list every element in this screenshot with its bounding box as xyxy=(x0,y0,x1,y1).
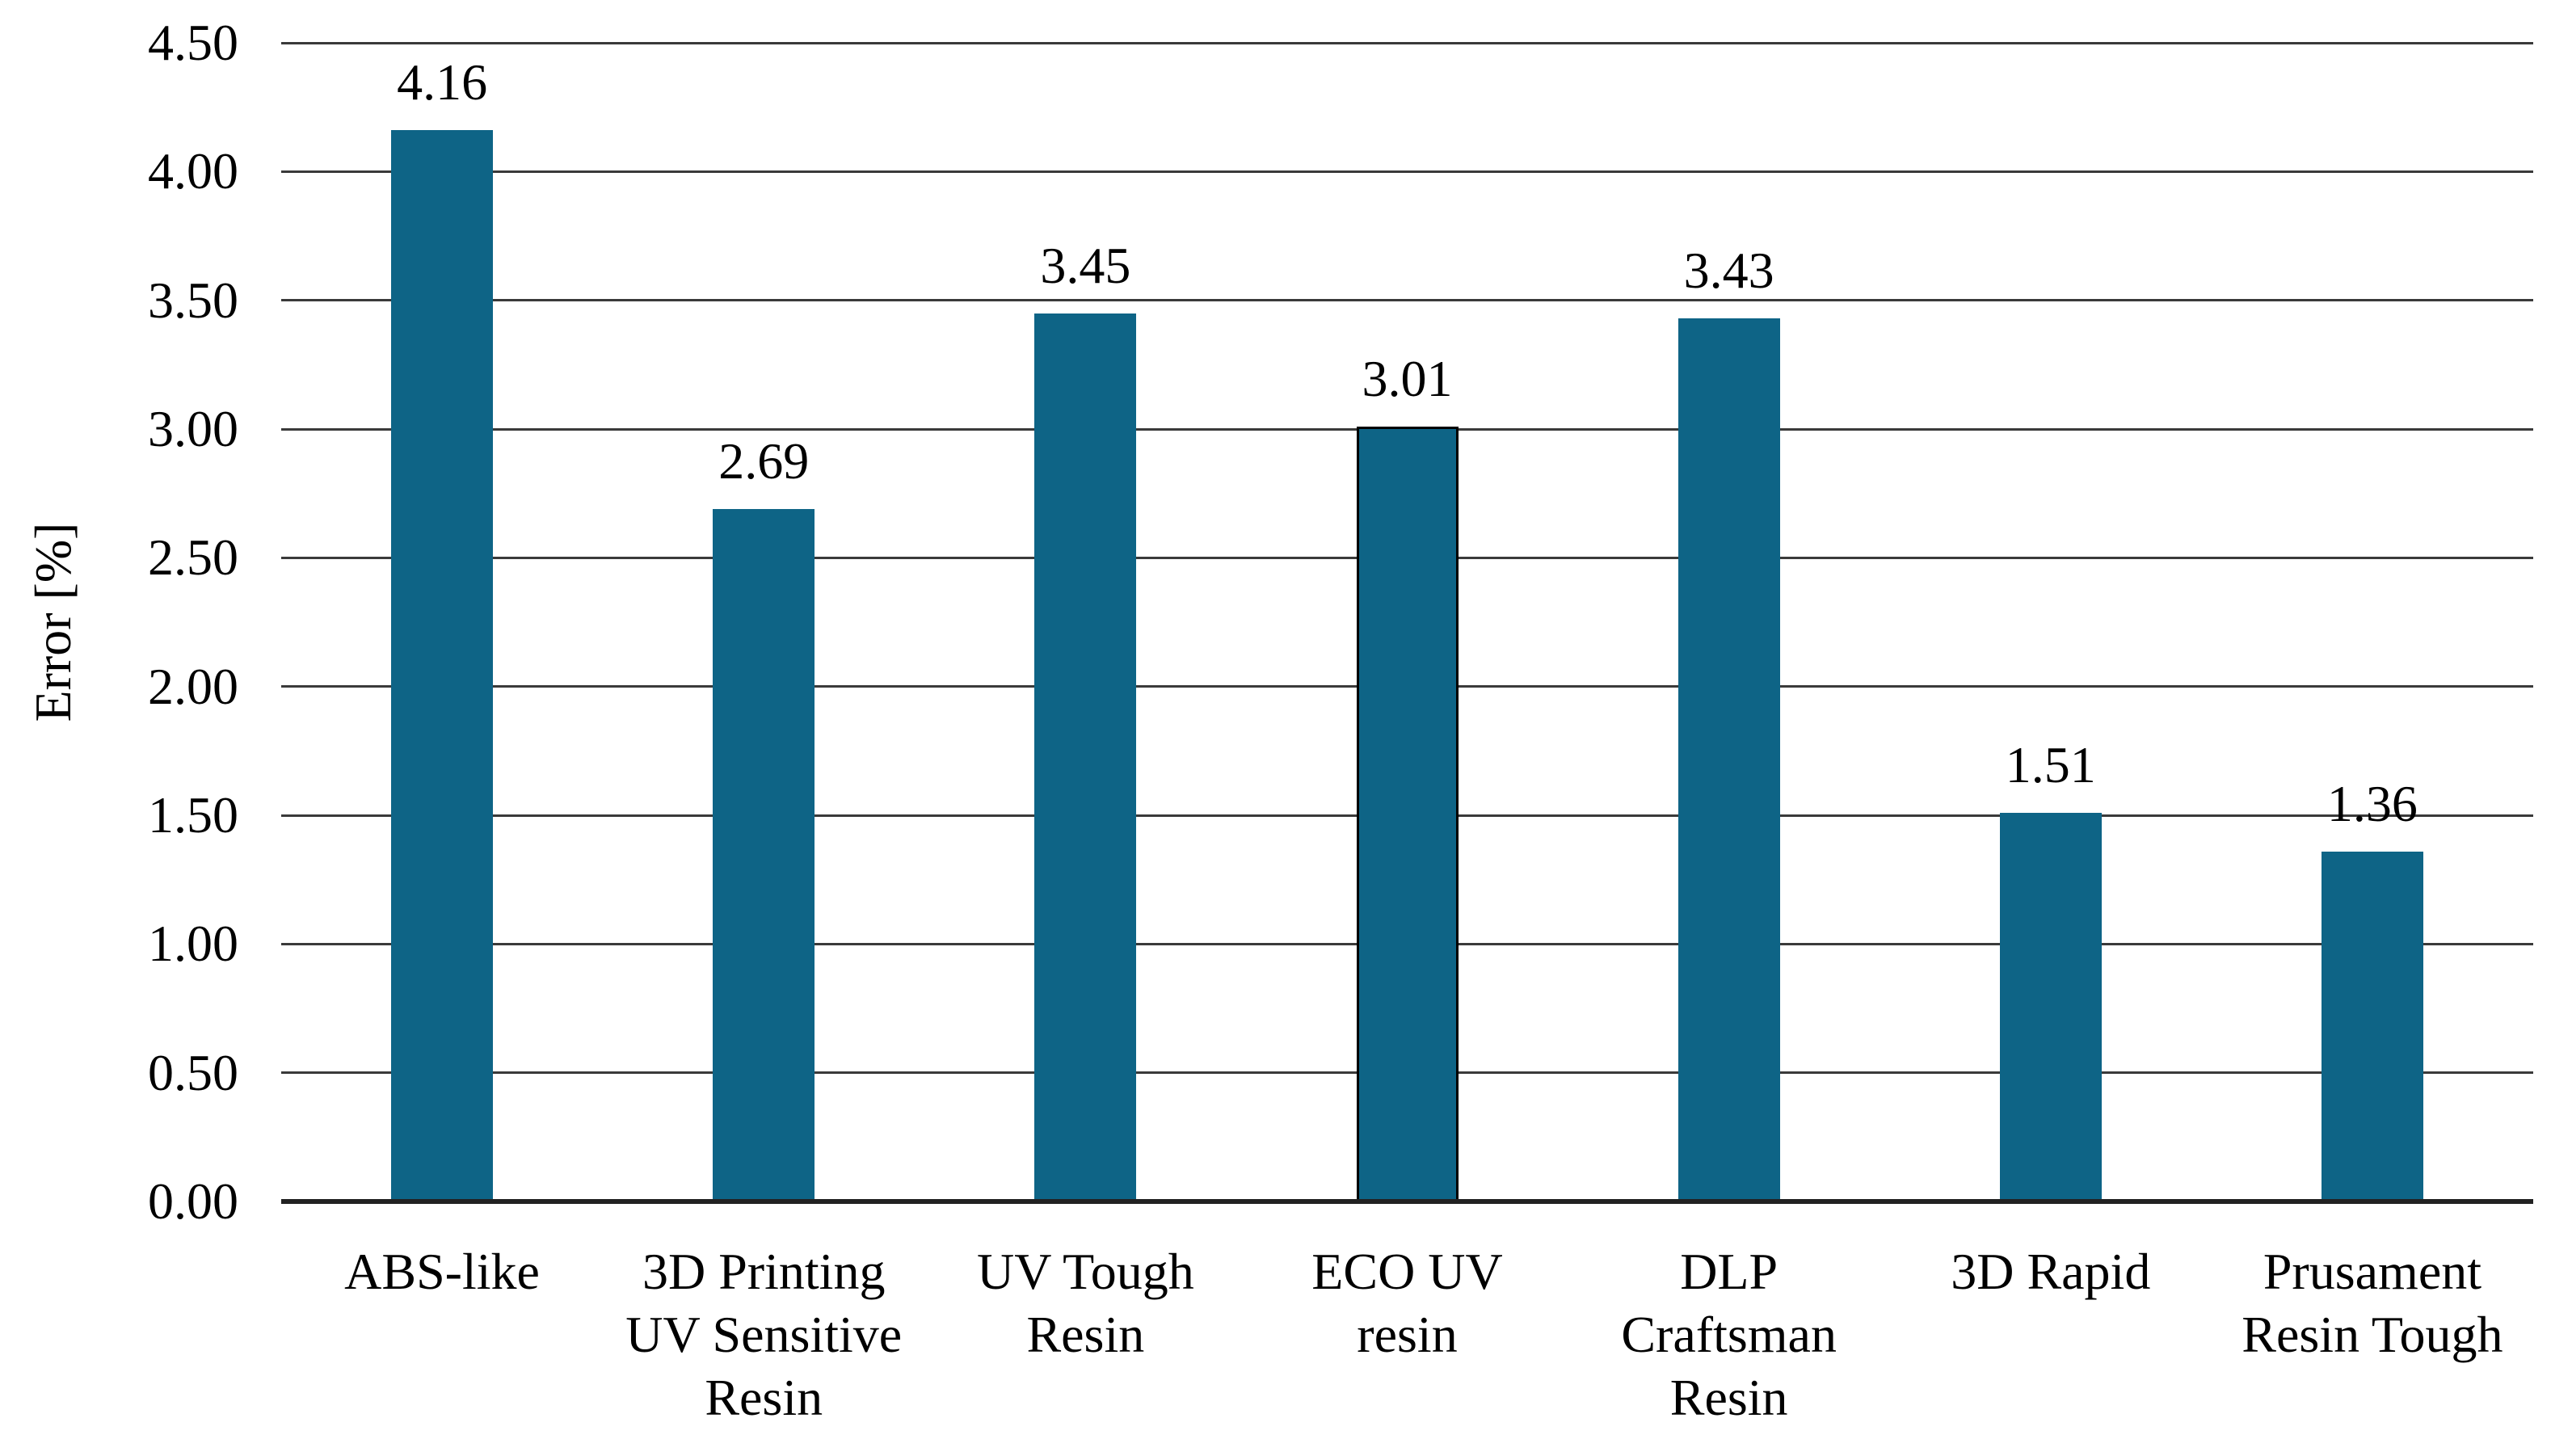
bar xyxy=(391,130,494,1201)
category-label: 3D Rapid xyxy=(1881,1240,2221,1303)
category-label-line: Resin xyxy=(705,1369,823,1426)
category-label-line: resin xyxy=(1357,1306,1458,1363)
bar-value-label: 3.43 xyxy=(1683,241,1774,299)
bar xyxy=(1999,812,2102,1201)
bar-value-label: 1.51 xyxy=(2005,735,2096,793)
bar xyxy=(713,508,815,1201)
bar-value-label: 1.36 xyxy=(2326,774,2418,832)
bar xyxy=(1677,318,1780,1201)
category-label: DLP Craftsman Resin xyxy=(1560,1240,1899,1429)
bar xyxy=(2321,851,2423,1201)
category-label-line: 3D Rapid xyxy=(1951,1243,2151,1300)
category-label-line: Resin Tough xyxy=(2242,1306,2503,1363)
category-label-line: Craftsman xyxy=(1621,1306,1837,1363)
y-tick-label: 2.00 xyxy=(148,657,238,715)
bar-value-label: 3.01 xyxy=(1362,349,1453,407)
y-tick-label: 3.00 xyxy=(148,400,238,457)
category-label-line: ECO UV xyxy=(1311,1243,1503,1300)
x-axis-line xyxy=(281,1199,2533,1204)
bar xyxy=(1034,313,1137,1201)
category-label-line: UV Tough xyxy=(976,1243,1194,1300)
gridline xyxy=(281,41,2533,44)
category-label: Prusament Resin Tough xyxy=(2203,1240,2542,1366)
category-label: ECO UV resin xyxy=(1238,1240,1577,1366)
y-tick-label: 4.00 xyxy=(148,142,238,200)
category-label-line: ABS-like xyxy=(344,1243,540,1300)
y-tick-label: 1.50 xyxy=(148,786,238,844)
y-tick-label: 0.00 xyxy=(148,1172,238,1230)
y-tick-label: 2.50 xyxy=(148,528,238,587)
y-tick-label: 4.50 xyxy=(148,14,238,71)
bar-value-label: 2.69 xyxy=(718,431,810,490)
category-label-line: Resin xyxy=(1669,1369,1788,1426)
category-label-line: UV Sensitive xyxy=(625,1306,903,1363)
category-label: ABS-like xyxy=(272,1240,612,1303)
category-label-line: 3D Printing xyxy=(642,1243,886,1300)
y-tick-label: 1.00 xyxy=(148,915,238,973)
gridline xyxy=(281,299,2533,302)
gridline xyxy=(281,170,2533,173)
y-tick-label: 0.50 xyxy=(148,1043,238,1101)
y-axis-title: Error [%] xyxy=(24,522,82,722)
category-label: UV Tough Resin xyxy=(916,1240,1255,1366)
bar-value-label: 3.45 xyxy=(1040,236,1131,294)
category-label-line: Prusament xyxy=(2263,1243,2482,1300)
category-label-line: Resin xyxy=(1026,1306,1145,1363)
bar-value-label: 4.16 xyxy=(397,53,488,112)
category-label: 3D Printing UV Sensitive Resin xyxy=(594,1240,933,1429)
y-tick-label: 3.50 xyxy=(148,271,238,329)
category-label-line: DLP xyxy=(1680,1243,1779,1300)
bar xyxy=(1356,426,1459,1201)
